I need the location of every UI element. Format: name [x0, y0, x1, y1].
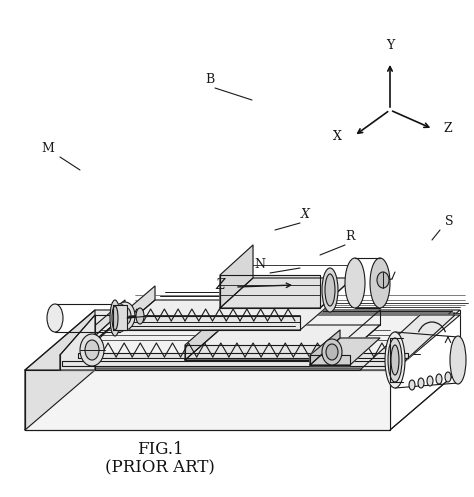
- Polygon shape: [360, 315, 455, 370]
- Ellipse shape: [112, 304, 128, 332]
- Ellipse shape: [110, 300, 120, 336]
- Polygon shape: [220, 278, 353, 308]
- Ellipse shape: [326, 344, 338, 360]
- Ellipse shape: [427, 376, 433, 386]
- Ellipse shape: [385, 332, 405, 388]
- Text: Y: Y: [386, 39, 394, 52]
- Polygon shape: [113, 305, 127, 330]
- Polygon shape: [185, 345, 340, 360]
- Ellipse shape: [445, 372, 451, 382]
- Text: B: B: [205, 73, 215, 86]
- Polygon shape: [60, 315, 460, 370]
- Text: R: R: [345, 230, 355, 243]
- Polygon shape: [60, 355, 395, 370]
- Ellipse shape: [119, 307, 131, 325]
- Ellipse shape: [388, 338, 402, 382]
- Polygon shape: [120, 286, 155, 330]
- Ellipse shape: [115, 302, 135, 330]
- Ellipse shape: [322, 339, 342, 365]
- Polygon shape: [78, 353, 408, 358]
- Polygon shape: [185, 310, 225, 360]
- Ellipse shape: [325, 274, 335, 306]
- Polygon shape: [185, 325, 380, 360]
- Polygon shape: [310, 330, 340, 365]
- Text: M: M: [42, 142, 55, 155]
- Ellipse shape: [136, 308, 144, 324]
- Polygon shape: [120, 300, 335, 330]
- Ellipse shape: [436, 374, 442, 384]
- Text: X: X: [301, 208, 310, 221]
- Text: Z: Z: [443, 122, 452, 136]
- Polygon shape: [60, 313, 455, 368]
- Ellipse shape: [409, 380, 415, 390]
- Polygon shape: [62, 361, 392, 366]
- Text: N: N: [255, 258, 265, 271]
- Ellipse shape: [80, 334, 104, 366]
- Polygon shape: [25, 310, 460, 370]
- Ellipse shape: [377, 272, 389, 288]
- Text: X: X: [333, 130, 342, 143]
- Ellipse shape: [112, 306, 118, 330]
- Polygon shape: [120, 316, 300, 330]
- Polygon shape: [220, 245, 253, 308]
- Text: Z: Z: [215, 278, 225, 292]
- Text: FIG.1: FIG.1: [137, 441, 183, 459]
- Text: S: S: [445, 215, 454, 228]
- Polygon shape: [310, 338, 380, 365]
- Polygon shape: [25, 310, 95, 430]
- Polygon shape: [310, 355, 350, 365]
- Ellipse shape: [322, 268, 338, 312]
- Ellipse shape: [370, 258, 390, 308]
- Ellipse shape: [47, 304, 63, 332]
- Ellipse shape: [418, 378, 424, 388]
- Polygon shape: [60, 300, 125, 370]
- Polygon shape: [60, 315, 95, 370]
- Ellipse shape: [345, 258, 365, 308]
- Polygon shape: [220, 275, 320, 308]
- Text: (PRIOR ART): (PRIOR ART): [105, 460, 215, 477]
- Ellipse shape: [391, 345, 399, 375]
- Polygon shape: [25, 370, 390, 430]
- Ellipse shape: [85, 340, 99, 360]
- Ellipse shape: [450, 336, 466, 384]
